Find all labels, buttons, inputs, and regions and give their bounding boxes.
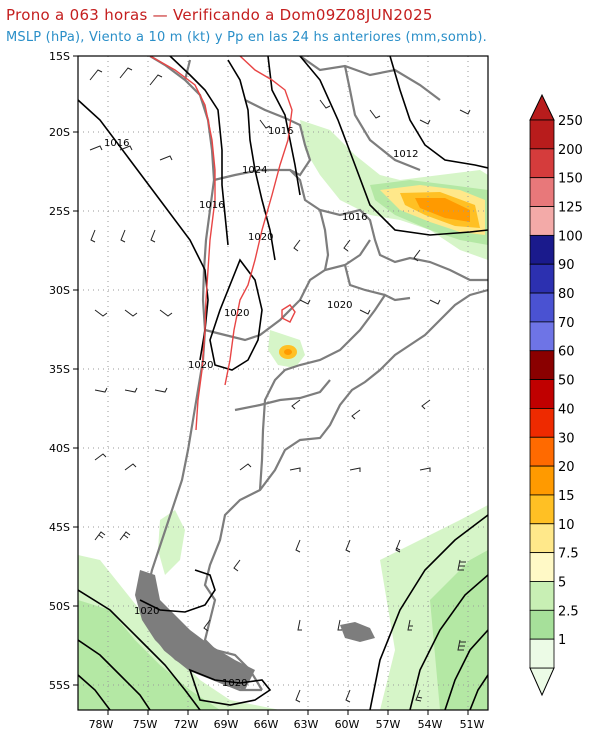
precipitation-colorbar: 250 200 150 125 100 90 80 70 60 50 40 30 20 15 10 7.5 5 2… bbox=[529, 93, 583, 697]
lat-label: 20S bbox=[49, 126, 70, 139]
colorbar-swatch bbox=[529, 494, 555, 525]
colorbar-label: 150 bbox=[558, 172, 583, 187]
colorbar-label: 2.5 bbox=[558, 604, 579, 619]
colorbar-swatch bbox=[529, 119, 555, 150]
lat-label: 25S bbox=[49, 205, 70, 218]
isobar-label: 1012 bbox=[393, 149, 418, 160]
colorbar-bottom-arrow bbox=[529, 667, 555, 697]
isobar-labels: 1016 1016 1016 1016 1012 1024 1020 1020 … bbox=[104, 126, 418, 689]
colorbar-label: 80 bbox=[558, 287, 575, 302]
colorbar-swatch bbox=[529, 177, 555, 207]
colorbar-label: 5 bbox=[558, 575, 566, 590]
axis-ticks bbox=[73, 55, 469, 715]
colorbar-swatch bbox=[529, 206, 555, 236]
lon-label: 75W bbox=[133, 718, 158, 731]
red-contour bbox=[149, 56, 296, 431]
colorbar-swatch bbox=[529, 379, 555, 409]
isobar-label: 1016 bbox=[342, 212, 367, 223]
lon-label: 66W bbox=[254, 718, 279, 731]
southern-islands bbox=[135, 570, 375, 690]
lat-label: 35S bbox=[49, 363, 70, 376]
plot-frame bbox=[77, 55, 489, 711]
colorbar-label: 90 bbox=[558, 258, 575, 273]
colorbar-swatch bbox=[529, 465, 555, 496]
colorbar-label: 100 bbox=[558, 229, 583, 244]
colorbar-label: 20 bbox=[558, 460, 575, 475]
lat-label: 55S bbox=[49, 679, 70, 692]
colorbar-top-arrow bbox=[529, 93, 555, 121]
colorbar-label: 60 bbox=[558, 345, 575, 360]
colorbar-label: 200 bbox=[558, 143, 583, 158]
colorbar-swatch bbox=[529, 436, 555, 467]
isobar-label: 1024 bbox=[242, 165, 267, 176]
isobar-label: 1020 bbox=[224, 308, 249, 319]
colorbar-label: 125 bbox=[558, 201, 583, 216]
lon-label: 60W bbox=[335, 718, 360, 731]
lon-labels: 78W 75W 72W 69W 66W 63W 60W 57W 54W 51W bbox=[89, 718, 485, 731]
colorbar-swatch bbox=[529, 638, 555, 669]
isobar-label: 1020 bbox=[188, 360, 213, 371]
lon-label: 51W bbox=[460, 718, 485, 731]
lon-label: 72W bbox=[174, 718, 199, 731]
colorbar-label: 7.5 bbox=[558, 547, 579, 562]
colorbar-label: 250 bbox=[558, 114, 583, 129]
isobar-label: 1016 bbox=[199, 200, 224, 211]
colorbar-label: 40 bbox=[558, 402, 575, 417]
colorbar-swatch bbox=[529, 350, 555, 380]
isobar-label: 1016 bbox=[268, 126, 293, 137]
colorbar-swatch bbox=[529, 263, 555, 294]
colorbar-label: 15 bbox=[558, 489, 575, 504]
map-subtitle: MSLP (hPa), Viento a 10 m (kt) y Pp en l… bbox=[6, 30, 487, 45]
isobar-label: 1016 bbox=[104, 138, 129, 149]
lon-label: 57W bbox=[376, 718, 401, 731]
colorbar-label: 1 bbox=[558, 633, 566, 648]
precipitation-shading bbox=[78, 120, 488, 710]
colorbar-label: 10 bbox=[558, 518, 575, 533]
lon-label: 63W bbox=[294, 718, 319, 731]
wind-barbs bbox=[89, 67, 471, 703]
colorbar-swatch bbox=[529, 321, 555, 352]
colorbar-swatch bbox=[529, 148, 555, 179]
isobar-label: 1020 bbox=[134, 606, 159, 617]
lat-labels: 15S 20S 25S 30S 35S 40S 45S 50S 55S bbox=[49, 50, 70, 692]
colorbar-swatch bbox=[529, 408, 555, 438]
colorbar-label: 70 bbox=[558, 316, 575, 331]
colorbar-swatch bbox=[529, 609, 555, 640]
lat-label: 50S bbox=[49, 600, 70, 613]
lat-label: 30S bbox=[49, 284, 70, 297]
lat-label: 40S bbox=[49, 442, 70, 455]
lat-label: 45S bbox=[49, 521, 70, 534]
colorbar-swatch bbox=[529, 292, 555, 323]
lon-label: 54W bbox=[418, 718, 443, 731]
lat-label: 15S bbox=[49, 50, 70, 63]
lon-label: 69W bbox=[214, 718, 239, 731]
lon-label: 78W bbox=[89, 718, 114, 731]
colorbar-swatch bbox=[529, 523, 555, 554]
isobar-label: 1020 bbox=[248, 232, 273, 243]
colorbar-swatch bbox=[529, 234, 555, 265]
colorbar-label: 30 bbox=[558, 431, 575, 446]
colorbar-swatch bbox=[529, 552, 555, 582]
isobar-label: 1020 bbox=[222, 678, 247, 689]
colorbar-label: 50 bbox=[558, 374, 575, 389]
map-title: Prono a 063 horas — Verificando a Dom09Z… bbox=[6, 6, 433, 24]
colorbar-swatch bbox=[529, 581, 555, 611]
isobar-label: 1020 bbox=[327, 300, 352, 311]
